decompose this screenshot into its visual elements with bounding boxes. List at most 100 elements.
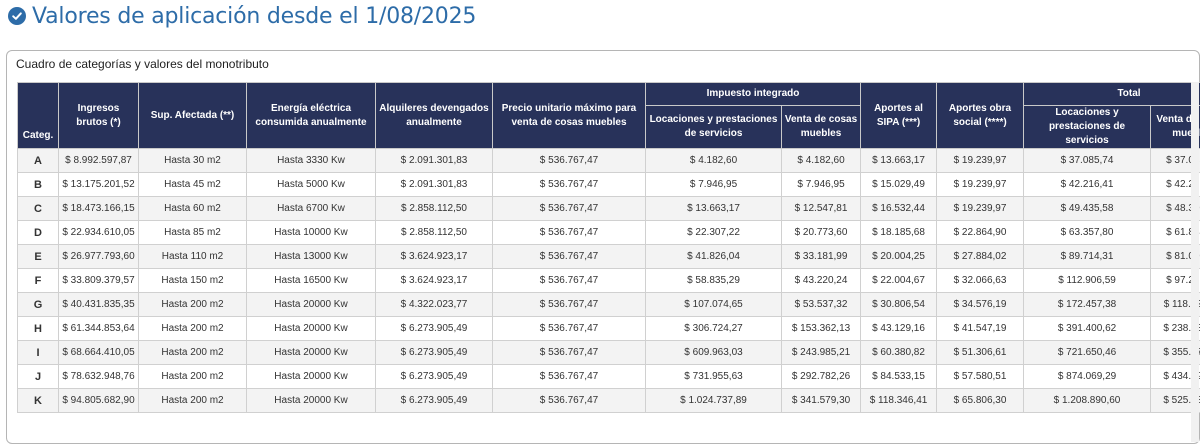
cell-precio-unitario: $ 536.767,47 bbox=[493, 341, 646, 365]
cell-ingresos-brutos: $ 94.805.682,90 bbox=[59, 389, 139, 413]
cell-ingresos-brutos: $ 8.992.597,87 bbox=[59, 149, 139, 173]
table-scroll-container[interactable]: Categ. Ingresos brutos (*) Sup. Afectada… bbox=[17, 82, 1200, 413]
cell-ingresos-brutos: $ 13.175.201,52 bbox=[59, 173, 139, 197]
cell-categoria: J bbox=[18, 365, 59, 389]
vertical-scrollbar[interactable] bbox=[1191, 82, 1199, 442]
cell-precio-unitario: $ 536.767,47 bbox=[493, 245, 646, 269]
cell-impuesto-venta: $ 12.547,81 bbox=[782, 197, 861, 221]
cell-alquileres: $ 4.322.023,77 bbox=[376, 293, 493, 317]
header-alquileres: Alquileres devengados anualmente bbox=[376, 83, 493, 149]
cell-aportes-obra-social: $ 19.239,97 bbox=[937, 197, 1024, 221]
cell-precio-unitario: $ 536.767,47 bbox=[493, 221, 646, 245]
cell-alquileres: $ 3.624.923,17 bbox=[376, 269, 493, 293]
cell-alquileres: $ 2.091.301,83 bbox=[376, 173, 493, 197]
cell-alquileres: $ 6.273.905,49 bbox=[376, 341, 493, 365]
cell-precio-unitario: $ 536.767,47 bbox=[493, 173, 646, 197]
header-total-locaciones: Locaciones y prestaciones de servicios bbox=[1024, 106, 1151, 149]
cell-superficie: Hasta 200 m2 bbox=[139, 293, 247, 317]
cell-categoria: G bbox=[18, 293, 59, 317]
cell-total-locaciones: $ 89.714,31 bbox=[1024, 245, 1151, 269]
cell-aportes-obra-social: $ 41.547,19 bbox=[937, 317, 1024, 341]
header-impuesto-venta: Venta de cosas muebles bbox=[782, 106, 861, 149]
cell-impuesto-locaciones: $ 7.946,95 bbox=[646, 173, 782, 197]
cell-superficie: Hasta 200 m2 bbox=[139, 389, 247, 413]
cell-energia: Hasta 20000 Kw bbox=[247, 341, 376, 365]
header-total: Total bbox=[1024, 83, 1200, 106]
cell-precio-unitario: $ 536.767,47 bbox=[493, 293, 646, 317]
header-aportes-sipa: Aportes al SIPA (***) bbox=[861, 83, 937, 149]
cell-aportes-sipa: $ 15.029,49 bbox=[861, 173, 937, 197]
cell-impuesto-venta: $ 43.220,24 bbox=[782, 269, 861, 293]
cell-aportes-obra-social: $ 51.306,61 bbox=[937, 341, 1024, 365]
cell-total-locaciones: $ 874.069,29 bbox=[1024, 365, 1151, 389]
cell-impuesto-venta: $ 153.362,13 bbox=[782, 317, 861, 341]
cell-ingresos-brutos: $ 61.344.853,64 bbox=[59, 317, 139, 341]
panel-title: Cuadro de categorías y valores del monot… bbox=[16, 57, 269, 71]
cell-total-locaciones: $ 112.906,59 bbox=[1024, 269, 1151, 293]
cell-precio-unitario: $ 536.767,47 bbox=[493, 365, 646, 389]
check-circle-icon bbox=[8, 7, 26, 25]
header-precio-unitario: Precio unitario máximo para venta de cos… bbox=[493, 83, 646, 149]
cell-alquileres: $ 6.273.905,49 bbox=[376, 317, 493, 341]
cell-categoria: I bbox=[18, 341, 59, 365]
cell-aportes-sipa: $ 18.185,68 bbox=[861, 221, 937, 245]
cell-categoria: B bbox=[18, 173, 59, 197]
header-impuesto-integrado: Impuesto integrado bbox=[646, 83, 861, 106]
cell-aportes-sipa: $ 13.663,17 bbox=[861, 149, 937, 173]
monotributo-panel: Cuadro de categorías y valores del monot… bbox=[6, 50, 1200, 444]
cell-aportes-obra-social: $ 22.864,90 bbox=[937, 221, 1024, 245]
page-heading: Valores de aplicación desde el 1/08/2025 bbox=[8, 2, 476, 30]
cell-impuesto-locaciones: $ 107.074,65 bbox=[646, 293, 782, 317]
cell-total-locaciones: $ 721.650,46 bbox=[1024, 341, 1151, 365]
cell-superficie: Hasta 85 m2 bbox=[139, 221, 247, 245]
cell-aportes-obra-social: $ 27.884,02 bbox=[937, 245, 1024, 269]
cell-impuesto-venta: $ 7.946,95 bbox=[782, 173, 861, 197]
cell-precio-unitario: $ 536.767,47 bbox=[493, 197, 646, 221]
cell-superficie: Hasta 45 m2 bbox=[139, 173, 247, 197]
cell-aportes-obra-social: $ 57.580,51 bbox=[937, 365, 1024, 389]
cell-total-locaciones: $ 42.216,41 bbox=[1024, 173, 1151, 197]
cell-alquileres: $ 6.273.905,49 bbox=[376, 389, 493, 413]
cell-impuesto-venta: $ 341.579,30 bbox=[782, 389, 861, 413]
cell-energia: Hasta 3330 Kw bbox=[247, 149, 376, 173]
cell-aportes-sipa: $ 84.533,15 bbox=[861, 365, 937, 389]
page-title: Valores de aplicación desde el 1/08/2025 bbox=[32, 4, 476, 29]
cell-ingresos-brutos: $ 40.431.835,35 bbox=[59, 293, 139, 317]
cell-precio-unitario: $ 536.767,47 bbox=[493, 269, 646, 293]
cell-aportes-sipa: $ 30.806,54 bbox=[861, 293, 937, 317]
cell-impuesto-locaciones: $ 58.835,29 bbox=[646, 269, 782, 293]
cell-aportes-obra-social: $ 19.239,97 bbox=[937, 173, 1024, 197]
cell-aportes-sipa: $ 118.346,41 bbox=[861, 389, 937, 413]
cell-impuesto-locaciones: $ 22.307,22 bbox=[646, 221, 782, 245]
cell-superficie: Hasta 200 m2 bbox=[139, 317, 247, 341]
cell-energia: Hasta 13000 Kw bbox=[247, 245, 376, 269]
cell-aportes-sipa: $ 20.004,25 bbox=[861, 245, 937, 269]
cell-impuesto-locaciones: $ 731.955,63 bbox=[646, 365, 782, 389]
cell-impuesto-venta: $ 53.537,32 bbox=[782, 293, 861, 317]
cell-categoria: F bbox=[18, 269, 59, 293]
cell-impuesto-locaciones: $ 4.182,60 bbox=[646, 149, 782, 173]
cell-ingresos-brutos: $ 68.664.410,05 bbox=[59, 341, 139, 365]
cell-impuesto-venta: $ 4.182,60 bbox=[782, 149, 861, 173]
cell-alquileres: $ 6.273.905,49 bbox=[376, 365, 493, 389]
cell-precio-unitario: $ 536.767,47 bbox=[493, 149, 646, 173]
cell-alquileres: $ 3.624.923,17 bbox=[376, 245, 493, 269]
cell-superficie: Hasta 110 m2 bbox=[139, 245, 247, 269]
cell-energia: Hasta 10000 Kw bbox=[247, 221, 376, 245]
cell-categoria: C bbox=[18, 197, 59, 221]
cell-impuesto-venta: $ 292.782,26 bbox=[782, 365, 861, 389]
cell-impuesto-locaciones: $ 13.663,17 bbox=[646, 197, 782, 221]
cell-energia: Hasta 20000 Kw bbox=[247, 389, 376, 413]
cell-ingresos-brutos: $ 26.977.793,60 bbox=[59, 245, 139, 269]
cell-impuesto-locaciones: $ 306.724,27 bbox=[646, 317, 782, 341]
cell-energia: Hasta 6700 Kw bbox=[247, 197, 376, 221]
cell-energia: Hasta 16500 Kw bbox=[247, 269, 376, 293]
